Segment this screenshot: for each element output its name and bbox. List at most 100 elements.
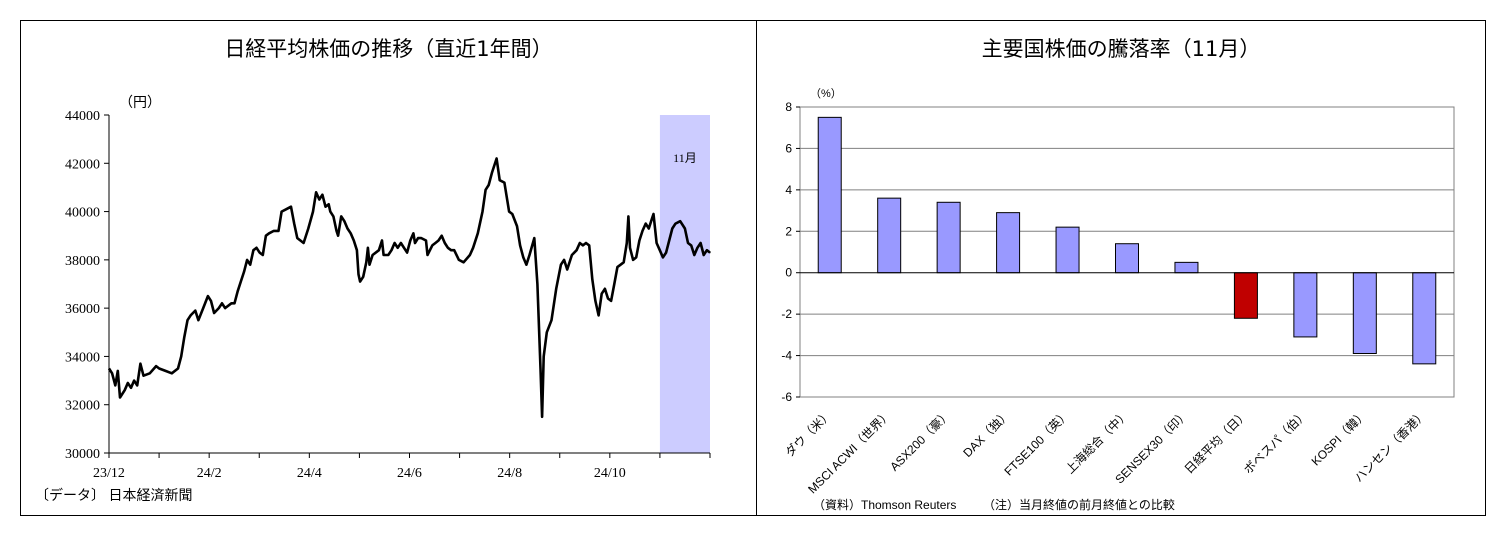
nikkei-data-point: [671, 227, 673, 230]
category-label: ダウ（米）: [782, 407, 835, 460]
nikkei-data-point: [117, 370, 119, 372]
y-tick-label: 6: [785, 141, 792, 155]
nikkei-data-point: [437, 239, 440, 242]
nikkei-data-point: [237, 290, 239, 292]
nikkei-data-point: [508, 210, 510, 213]
highlight-band-november: [659, 115, 710, 453]
nikkei-data-point: [324, 206, 327, 208]
nikkei-data-point: [149, 372, 151, 374]
nikkei-data-point: [353, 239, 355, 242]
nikkei-data-point: [277, 230, 280, 232]
nikkei-data-point: [403, 247, 405, 249]
nikkei-data-point: [409, 239, 411, 242]
nikkei-data-point: [616, 266, 619, 268]
nikkei-data-point: [252, 249, 254, 251]
nikkei-data-point: [560, 264, 562, 266]
x-tick-label: 24/8: [497, 466, 522, 481]
y-tick-label: -6: [781, 390, 792, 404]
nikkei-data-point: [703, 254, 705, 256]
nikkei-data-point: [491, 172, 493, 174]
nikkei-data-point: [378, 249, 380, 251]
nikkei-data-point: [687, 242, 689, 244]
x-tick-label: 24/10: [594, 466, 626, 481]
y-unit-label: （%）: [810, 87, 842, 100]
nikkei-data-point: [623, 261, 625, 263]
nikkei-data-point: [447, 247, 449, 249]
nikkei-data-point: [164, 370, 167, 372]
data-source-label: 〔データ〕 日本経済新聞: [35, 487, 193, 504]
nikkei-data-point: [357, 273, 360, 275]
y-tick-label: 36000: [65, 302, 100, 317]
nikkei-data-point: [343, 220, 345, 222]
nikkei-data-point: [210, 300, 212, 302]
bar: [1412, 272, 1437, 365]
nikkei-data-point: [645, 223, 647, 225]
nikkei-data-point: [499, 179, 501, 181]
y-tick-label: 40000: [65, 206, 100, 221]
nikkei-data-point: [420, 237, 422, 239]
nikkei-data-point: [635, 256, 637, 259]
nikkei-data-point: [652, 213, 655, 215]
nikkei-data-point: [511, 213, 513, 215]
nikkei-data-point: [383, 254, 385, 256]
nikkei-data-point: [177, 367, 179, 370]
nikkei-data-point: [613, 283, 615, 285]
nikkei-data-point: [262, 254, 264, 256]
nikkei-data-point: [453, 249, 455, 251]
nikkei-data-point: [585, 242, 587, 244]
nikkei-data-point: [601, 293, 603, 295]
nikkei-data-point: [638, 239, 640, 242]
nikkei-data-point: [546, 331, 548, 333]
nikkei-data-point: [668, 239, 670, 242]
nikkei-data-point: [417, 237, 419, 239]
x-tick-label: 23/12: [93, 466, 125, 481]
nikkei-data-point: [365, 261, 367, 263]
bar: [817, 116, 842, 274]
nikkei-data-point: [406, 252, 408, 254]
category-label: ASX200（豪）: [887, 407, 954, 474]
y-tick-label: 32000: [65, 399, 100, 414]
nikkei-data-point: [627, 215, 630, 217]
nikkei-data-point: [709, 252, 711, 254]
nikkei-data-point: [299, 239, 302, 242]
bar: [1055, 226, 1080, 274]
nikkei-data-point: [302, 242, 305, 244]
nikkei-data-point: [155, 365, 157, 367]
nikkei-data-point: [243, 271, 245, 273]
y-tick-label: -2: [781, 307, 792, 321]
y-tick-label: 8: [785, 100, 792, 114]
nikkei-data-point: [674, 223, 677, 225]
nikkei-data-point: [133, 379, 135, 382]
y-tick-label: 42000: [65, 157, 100, 172]
nikkei-data-point: [397, 247, 399, 249]
nikkei-data-point: [684, 227, 686, 230]
nikkei-data-point: [576, 249, 578, 251]
nikkei-data-point: [359, 280, 361, 283]
nikkei-data-point: [528, 254, 531, 256]
nikkei-data-point: [329, 210, 331, 213]
nikkei-data-point: [588, 244, 590, 246]
nikkei-data-point: [629, 247, 631, 249]
nikkei-data-point: [626, 242, 628, 244]
nikkei-data-point: [142, 375, 145, 377]
nikkei-data-point: [393, 242, 396, 244]
nikkei-data-point: [207, 295, 209, 297]
nikkei-chart-title: 日経平均株価の推移（直近1年間）: [224, 37, 553, 61]
bar: [936, 201, 961, 274]
nikkei-data-point: [368, 264, 371, 266]
nikkei-data-point: [387, 254, 389, 256]
nikkei-data-point: [536, 283, 538, 285]
nikkei-data-point: [108, 367, 110, 370]
nikkei-data-point: [610, 300, 612, 302]
nikkei-data-point: [693, 254, 695, 256]
nikkei-data-point: [233, 302, 236, 304]
nikkei-data-point: [632, 259, 634, 261]
nikkei-data-point: [651, 218, 653, 220]
nikkei-data-point: [665, 252, 667, 254]
nikkei-data-point: [158, 367, 160, 370]
nikkei-data-point: [597, 314, 600, 316]
nikkei-data-point: [290, 206, 292, 208]
y-tick-label: 4: [785, 183, 792, 197]
nikkei-data-point: [495, 157, 498, 160]
